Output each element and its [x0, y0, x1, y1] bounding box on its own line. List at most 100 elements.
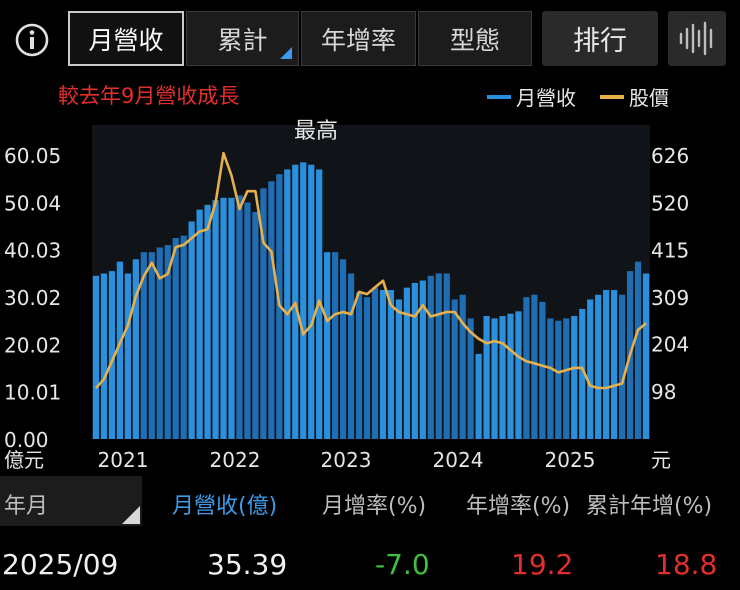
- ranking-label: 排行: [573, 26, 627, 57]
- x-tick-label: 2023: [321, 448, 372, 472]
- left-tick-label: 40.03: [4, 239, 61, 263]
- tab-cumulative[interactable]: 累計: [186, 11, 299, 66]
- revenue-bar: [523, 297, 530, 439]
- revenue-bar: [618, 294, 626, 439]
- revenue-bar: [300, 162, 307, 439]
- revenue-bar: [539, 301, 546, 439]
- header-yoy[interactable]: 年增率(%): [466, 494, 571, 519]
- revenue-bar: [148, 252, 155, 439]
- legend-price[interactable]: 股價: [600, 82, 669, 111]
- revenue-bar: [634, 261, 642, 439]
- revenue-bar: [483, 316, 490, 439]
- revenue-bar: [571, 316, 578, 439]
- revenue-bar: [308, 164, 315, 439]
- price-line: [95, 151, 647, 390]
- waveform-icon: [679, 21, 713, 56]
- x-tick-label: 2025: [545, 448, 596, 472]
- revenue-bar: [579, 308, 586, 439]
- revenue-bar: [443, 273, 450, 439]
- sort-corner-icon: [122, 506, 140, 524]
- revenue-bar: [228, 197, 235, 439]
- revenue-bar: [164, 245, 171, 439]
- right-axis-unit: 元: [651, 448, 671, 472]
- left-axis-unit: 億元: [4, 448, 44, 472]
- revenue-bar: [411, 282, 418, 439]
- revenue-bar: [611, 290, 618, 439]
- tab-yoy-growth[interactable]: 年增率: [301, 11, 416, 66]
- revenue-bar: [252, 211, 259, 439]
- peak-annotation: 最高: [294, 119, 338, 144]
- revenue-chart: 0.00 10.01 20.02 30.02 40.03 50.04 60.05 98 204 3…: [4, 119, 689, 472]
- revenue-bar: [284, 169, 291, 439]
- right-tick-label: 98: [651, 380, 676, 404]
- revenue-bar: [116, 261, 124, 439]
- revenue-bar: [260, 188, 267, 439]
- x-tick-label: 2022: [210, 448, 261, 472]
- revenue-bar: [212, 200, 219, 439]
- revenue-bar: [499, 316, 506, 439]
- right-tick-label: 309: [651, 286, 689, 310]
- cell-revenue: 35.39: [207, 548, 288, 581]
- revenue-bar: [188, 221, 195, 439]
- waveform-button[interactable]: [668, 11, 726, 66]
- revenue-bar: [124, 273, 131, 439]
- revenue-bar: [475, 353, 482, 439]
- header-revenue[interactable]: 月營收(億): [172, 494, 278, 519]
- ranking-button[interactable]: 排行: [542, 11, 658, 66]
- revenue-bar: [180, 235, 187, 439]
- revenue-bar: [156, 247, 163, 439]
- revenue-bar: [491, 318, 498, 439]
- tab-label: 月營收: [88, 25, 164, 55]
- revenue-bar: [220, 197, 227, 439]
- cell-mom: -7.0: [375, 548, 430, 581]
- revenue-bar: [332, 252, 339, 439]
- revenue-bar: [507, 313, 514, 439]
- revenue-bar: [92, 275, 100, 439]
- left-tick-label: 60.05: [4, 144, 61, 168]
- toolbar: 月營收 累計 年增率 型態 排行: [0, 0, 740, 80]
- left-tick-label: 50.04: [4, 191, 61, 215]
- x-tick-label: 2021: [98, 448, 149, 472]
- revenue-bar: [459, 294, 466, 439]
- revenue-bar: [347, 273, 355, 439]
- left-tick-label: 10.01: [4, 381, 61, 405]
- revenue-bar: [427, 275, 434, 439]
- revenue-bar: [236, 195, 243, 439]
- dropdown-corner-icon: [280, 47, 292, 59]
- header-mom[interactable]: 月增率(%): [322, 494, 427, 519]
- legend-revenue[interactable]: 月營收: [487, 82, 576, 111]
- tab-monthly-revenue[interactable]: 月營收: [68, 11, 184, 66]
- revenue-bar: [419, 280, 426, 439]
- revenue-bar: [379, 290, 387, 439]
- revenue-bar: [108, 271, 116, 439]
- chart-subtitle: 較去年9月營收成長: [58, 84, 240, 108]
- header-period: 年月: [4, 494, 49, 519]
- tab-pattern[interactable]: 型態: [418, 11, 532, 66]
- revenue-bar: [355, 292, 363, 439]
- info-icon[interactable]: [14, 22, 50, 58]
- revenue-bar: [555, 320, 562, 439]
- header-ytd-yoy[interactable]: 累計年增(%): [586, 494, 713, 519]
- cell-period: 2025/09: [2, 548, 119, 581]
- header-period-cell[interactable]: 年月: [0, 476, 142, 526]
- revenue-bar: [451, 299, 458, 439]
- left-tick-label: 20.02: [4, 333, 61, 357]
- revenue-bar: [371, 287, 379, 439]
- revenue-bar: [467, 318, 474, 439]
- revenue-bar: [587, 299, 594, 439]
- legend-label-price: 股價: [629, 86, 669, 110]
- revenue-bar: [204, 204, 211, 439]
- tab-label: 年增率: [320, 25, 396, 55]
- revenue-bar: [395, 299, 403, 439]
- revenue-bar: [140, 252, 147, 439]
- table-header: 年月 月營收(億) 月增率(%) 年增率(%) 累計年增(%): [0, 476, 740, 526]
- tab-label: 累計: [217, 25, 268, 55]
- left-tick-label: 30.02: [4, 286, 61, 310]
- table-row[interactable]: 2025/09 35.39 -7.0 19.2 18.8: [0, 532, 740, 590]
- right-tick-label: 626: [651, 144, 689, 168]
- revenue-bar: [387, 290, 395, 439]
- tab-label: 型態: [449, 25, 500, 55]
- revenue-bar: [595, 294, 602, 439]
- revenue-bar: [132, 259, 139, 439]
- revenue-bar: [515, 311, 522, 439]
